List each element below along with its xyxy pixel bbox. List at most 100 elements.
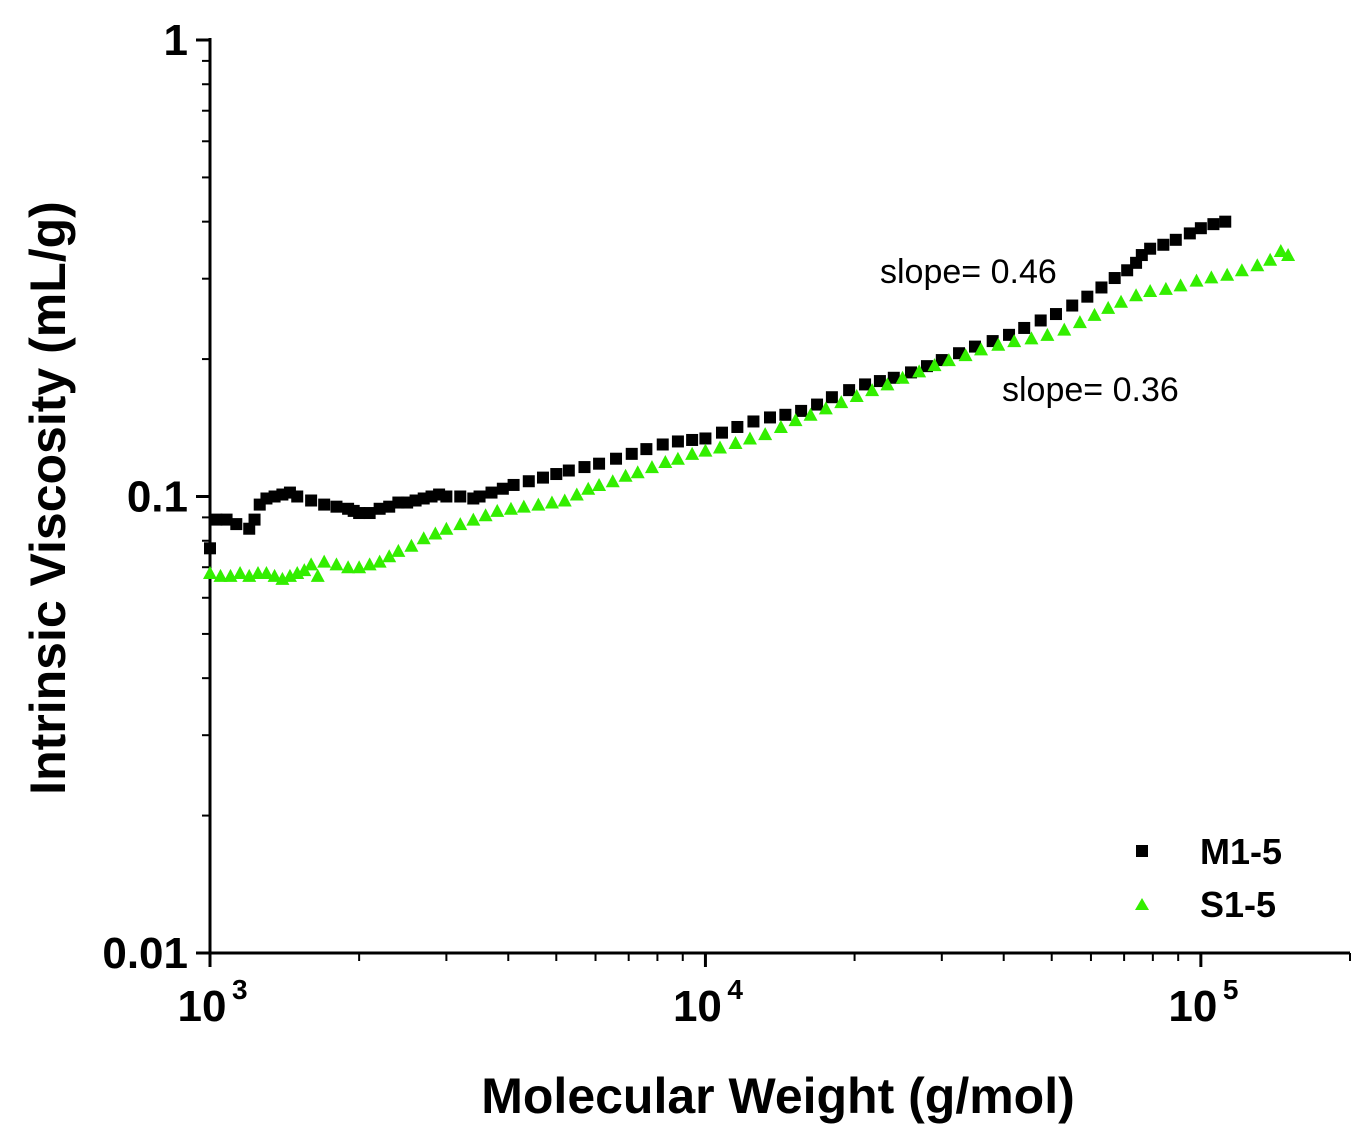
data-point-m1-5 bbox=[671, 435, 684, 448]
data-point-m1-5 bbox=[496, 482, 509, 495]
data-point-m1-5 bbox=[873, 375, 886, 388]
x-tick-exponent: 5 bbox=[1223, 974, 1239, 1005]
data-point-m1-5 bbox=[363, 507, 376, 520]
data-point-s1-5 bbox=[974, 342, 989, 356]
data-point-s1-5 bbox=[478, 508, 493, 522]
x-tick-exponent: 3 bbox=[232, 974, 248, 1005]
data-point-s1-5 bbox=[880, 377, 895, 391]
data-point-s1-5 bbox=[516, 499, 531, 513]
data-point-s1-5 bbox=[329, 557, 344, 571]
y-axis-title: Intrinsic Viscosity (mL/g) bbox=[20, 201, 76, 795]
x-axis-title: Molecular Weight (g/mol) bbox=[481, 1068, 1075, 1124]
y-tick-label: 1 bbox=[164, 16, 188, 65]
data-point-s1-5 bbox=[1234, 263, 1249, 277]
data-point-s1-5 bbox=[834, 395, 849, 409]
data-point-s1-5 bbox=[557, 493, 572, 507]
data-point-s1-5 bbox=[670, 451, 685, 465]
data-point-m1-5 bbox=[440, 490, 453, 503]
data-point-s1-5 bbox=[592, 477, 607, 491]
data-point-s1-5 bbox=[1189, 273, 1204, 287]
data-point-m1-5 bbox=[562, 464, 575, 477]
x-tick-label: 10 bbox=[1168, 982, 1217, 1031]
data-point-s1-5 bbox=[927, 358, 942, 372]
legend-label-m1-5: M1-5 bbox=[1200, 831, 1282, 872]
data-point-s1-5 bbox=[818, 401, 833, 415]
data-point-m1-5 bbox=[1144, 242, 1157, 255]
data-point-s1-5 bbox=[382, 549, 397, 563]
data-point-s1-5 bbox=[203, 565, 217, 579]
data-point-s1-5 bbox=[466, 512, 481, 526]
data-point-s1-5 bbox=[644, 460, 659, 474]
data-point-s1-5 bbox=[788, 413, 803, 427]
data-point-s1-5 bbox=[773, 419, 788, 433]
data-point-m1-5 bbox=[731, 420, 744, 433]
data-point-m1-5 bbox=[522, 475, 535, 488]
data-point-s1-5 bbox=[233, 565, 248, 579]
data-point-s1-5 bbox=[1281, 248, 1296, 262]
data-point-m1-5 bbox=[305, 494, 318, 507]
data-point-s1-5 bbox=[1204, 270, 1219, 284]
data-point-m1-5 bbox=[291, 490, 304, 503]
data-point-m1-5 bbox=[779, 408, 792, 421]
data-point-m1-5 bbox=[1066, 299, 1079, 312]
data-point-s1-5 bbox=[1101, 300, 1116, 314]
data-point-s1-5 bbox=[758, 427, 773, 441]
data-point-s1-5 bbox=[372, 554, 387, 568]
data-point-m1-5 bbox=[204, 542, 216, 555]
data-point-m1-5 bbox=[330, 500, 343, 513]
data-point-s1-5 bbox=[728, 435, 743, 449]
data-point-s1-5 bbox=[213, 568, 228, 582]
data-point-m1-5 bbox=[640, 443, 653, 456]
data-point-s1-5 bbox=[1143, 283, 1158, 297]
data-point-s1-5 bbox=[416, 531, 431, 545]
data-point-s1-5 bbox=[453, 517, 468, 531]
data-point-m1-5 bbox=[811, 398, 824, 411]
data-point-s1-5 bbox=[362, 557, 377, 571]
data-point-s1-5 bbox=[958, 348, 973, 362]
data-point-m1-5 bbox=[485, 486, 498, 499]
data-point-m1-5 bbox=[1108, 272, 1121, 285]
data-point-s1-5 bbox=[941, 353, 956, 367]
data-point-s1-5 bbox=[1250, 258, 1265, 272]
data-point-m1-5 bbox=[243, 522, 256, 535]
legend-marker-s1-5 bbox=[1135, 898, 1149, 910]
data-point-m1-5 bbox=[373, 502, 386, 515]
axis-titles: Molecular Weight (g/mol) Intrinsic Visco… bbox=[20, 201, 1075, 1124]
data-point-m1-5 bbox=[747, 415, 760, 428]
data-point-s1-5 bbox=[618, 468, 633, 482]
data-point-m1-5 bbox=[1194, 222, 1207, 235]
data-point-s1-5 bbox=[490, 503, 505, 517]
annotation-slope-m1-5: slope= 0.46 bbox=[880, 253, 1057, 291]
data-point-m1-5 bbox=[383, 500, 396, 513]
data-point-m1-5 bbox=[1095, 281, 1108, 294]
data-point-m1-5 bbox=[230, 518, 243, 531]
data-point-s1-5 bbox=[391, 543, 406, 557]
data-point-s1-5 bbox=[1040, 327, 1055, 341]
data-point-m1-5 bbox=[318, 498, 331, 511]
data-point-s1-5 bbox=[912, 364, 927, 378]
data-point-m1-5 bbox=[795, 404, 808, 417]
data-point-s1-5 bbox=[404, 538, 419, 552]
data-point-s1-5 bbox=[531, 497, 546, 511]
data-point-m1-5 bbox=[1183, 227, 1196, 240]
data-point-s1-5 bbox=[742, 431, 757, 445]
data-point-m1-5 bbox=[1207, 218, 1220, 231]
data-point-s1-5 bbox=[317, 554, 332, 568]
x-tick-exponent: 4 bbox=[727, 974, 743, 1005]
data-point-m1-5 bbox=[507, 478, 520, 491]
data-point-s1-5 bbox=[849, 389, 864, 403]
data-point-s1-5 bbox=[581, 481, 596, 495]
data-point-m1-5 bbox=[686, 433, 699, 446]
data-point-s1-5 bbox=[297, 563, 312, 577]
data-point-s1-5 bbox=[658, 455, 673, 469]
data-point-m1-5 bbox=[550, 468, 563, 481]
data-point-m1-5 bbox=[887, 371, 900, 384]
y-tick-label: 0.1 bbox=[127, 473, 188, 522]
data-point-m1-5 bbox=[536, 471, 549, 484]
legend-marker-m1-5 bbox=[1136, 845, 1148, 857]
data-point-s1-5 bbox=[569, 487, 584, 501]
data-point-m1-5 bbox=[656, 438, 669, 451]
data-point-m1-5 bbox=[1034, 314, 1047, 327]
